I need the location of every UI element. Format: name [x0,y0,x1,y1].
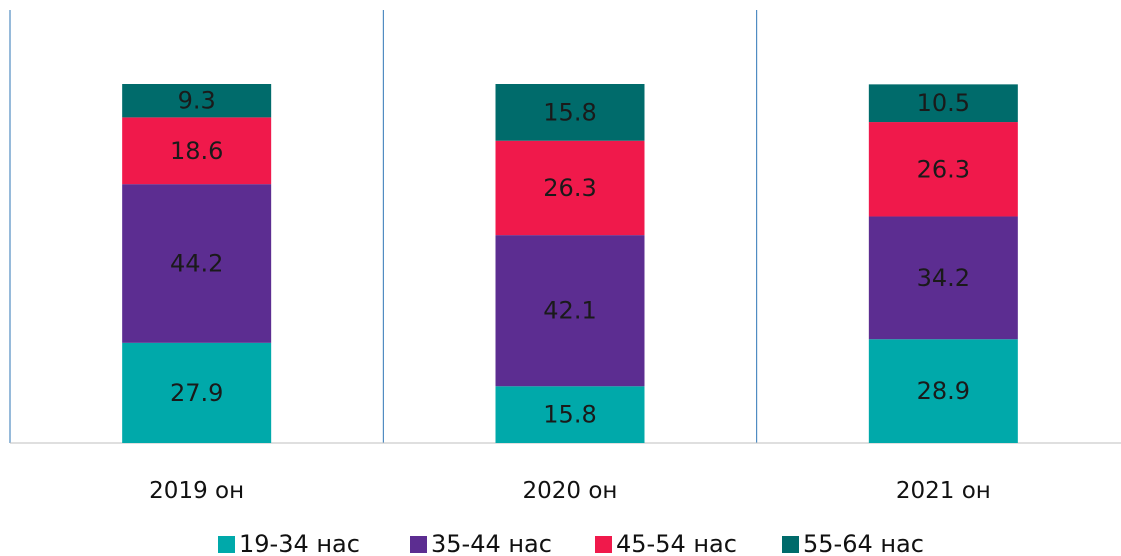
legend-swatch-3 [782,536,799,553]
data-label-0-1: 44.2 [170,250,223,278]
legend-label-3: 55-64 нас [803,530,924,556]
category-label-2: 2021 он [896,478,991,504]
bar-segment-1-3 [495,84,645,141]
data-label-0-3: 9.3 [178,87,216,115]
legend-label-2: 45-54 нас [616,530,737,556]
bar-segment-2-2 [868,122,1018,217]
bar-segment-2-1 [868,216,1018,340]
bar-segment-0-2 [122,117,272,185]
data-label-2-3: 10.5 [917,89,970,117]
data-label-1-2: 26.3 [543,174,596,202]
legend-swatch-2 [595,536,612,553]
legend: 19-34 нас 35-44 нас 45-54 нас 55-64 нас [218,530,924,556]
bar-segment-1-2 [495,140,645,236]
data-label-1-0: 15.8 [543,401,596,429]
bar-segment-0-1 [122,184,272,343]
bar-segment-0-3 [122,84,272,118]
legend-label-0: 19-34 нас [239,530,360,556]
category-labels: 2019 он 2020 он 2021 он [149,478,991,504]
data-label-0-0: 27.9 [170,379,223,407]
data-label-2-1: 34.2 [917,264,970,292]
bar-segment-1-0 [495,386,645,443]
data-label-0-2: 18.6 [170,137,223,165]
category-separators [9,10,758,443]
bar-segment-0-0 [122,342,272,443]
bar-segment-2-0 [868,339,1018,443]
legend-swatch-1 [410,536,427,553]
bar-segment-1-1 [495,235,645,387]
category-label-1: 2020 он [523,478,618,504]
data-label-1-1: 42.1 [543,297,596,325]
data-label-1-3: 15.8 [543,98,596,126]
legend-label-1: 35-44 нас [431,530,552,556]
data-label-2-0: 28.9 [917,377,970,405]
bar-segment-2-3 [868,84,1018,123]
legend-swatch-0 [218,536,235,553]
bars-group: 27.9 44.2 18.6 9.3 15.8 42.1 26.3 15.8 28.9 34.2 2… [122,84,1018,443]
category-label-0: 2019 он [149,478,244,504]
data-label-2-2: 26.3 [917,155,970,183]
